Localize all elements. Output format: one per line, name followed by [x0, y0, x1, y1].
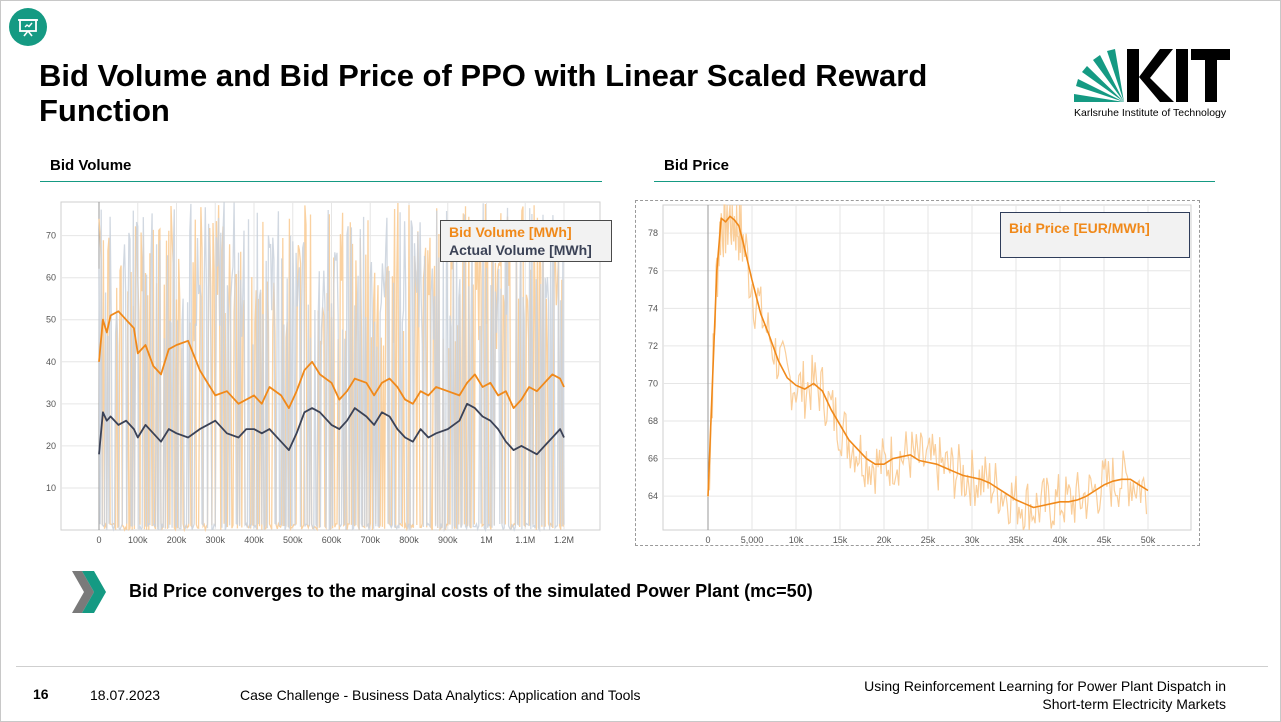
x-tick-label: 500k [283, 535, 303, 545]
x-tick-label: 1M [480, 535, 493, 545]
footer-course: Case Challenge - Business Data Analytics… [240, 687, 641, 703]
raw-trace-1 [98, 202, 565, 533]
kit-subtitle: Karlsruhe Institute of Technology [1074, 107, 1227, 119]
y-tick-label: 10 [46, 483, 56, 493]
x-tick-label: 100k [128, 535, 148, 545]
x-tick-label: 900k [438, 535, 458, 545]
x-tick-label: 40k [1053, 535, 1068, 545]
key-takeaway-text: Bid Price converges to the marginal cost… [129, 581, 813, 601]
legend-entry-bid-volume: Bid Volume [MWh] [449, 224, 572, 240]
x-tick-label: 45k [1097, 535, 1112, 545]
legend-entry-bid-price: Bid Price [EUR/MWh] [1009, 220, 1150, 236]
y-tick-label: 66 [648, 454, 658, 464]
y-tick-label: 50 [46, 315, 56, 325]
bid-price-legend: Bid Price [EUR/MWh] [1000, 212, 1190, 258]
bid-price-plot: 64 66 68 70 72 74 76 78 0 5,000 10k 15k 20k 25k 30k 35k… [648, 204, 1192, 545]
legend-entry-actual-volume: Actual Volume [MWh] [449, 242, 592, 258]
x-tick-label: 200k [167, 535, 187, 545]
slide-title: Bid Volume and Bid Price of PPO with Lin… [39, 58, 928, 128]
x-tick-label: 1.2M [554, 535, 574, 545]
footer-talk-title: Using Reinforcement Learning for Power P… [796, 677, 1226, 713]
x-tick-label: 30k [965, 535, 980, 545]
x-tick-label: 25k [921, 535, 936, 545]
x-tick-label: 700k [360, 535, 380, 545]
x-tick-label: 20k [877, 535, 892, 545]
bid-price-chart: 64 66 68 70 72 74 76 78 0 5,000 10k 15k 20k 25k 30k 35k… [635, 200, 1200, 546]
chevron-double-icon [72, 568, 108, 616]
x-tick-label: 0 [705, 535, 710, 545]
x-tick-label: 5,000 [741, 535, 764, 545]
y-tick-label: 72 [648, 341, 658, 351]
footer-date: 18.07.2023 [90, 687, 161, 703]
x-tick-label: 600k [322, 535, 342, 545]
series-line-0 [98, 310, 565, 409]
series-line-0 [707, 215, 1149, 509]
y-tick-label: 74 [648, 303, 658, 313]
kit-logo [1072, 45, 1232, 120]
presentation-icon[interactable] [9, 8, 47, 46]
x-tick-label: 1.1M [515, 535, 535, 545]
section-divider-left [40, 181, 602, 182]
x-tick-label: 15k [833, 535, 848, 545]
section-divider-right [654, 181, 1215, 182]
y-tick-label: 30 [46, 399, 56, 409]
footer-talk-line-1: Using Reinforcement Learning for Power P… [864, 678, 1226, 694]
page-number: 16 [33, 686, 49, 702]
y-tick-label: 40 [46, 357, 56, 367]
series-line-1 [98, 402, 565, 456]
y-tick-label: 60 [46, 273, 56, 283]
raw-trace-0 [707, 204, 1148, 531]
x-tick-label: 50k [1141, 535, 1156, 545]
x-tick-label: 0 [96, 535, 101, 545]
y-tick-label: 76 [648, 266, 658, 276]
y-tick-label: 70 [46, 231, 56, 241]
section-label-bid-volume: Bid Volume [50, 157, 132, 174]
bid-volume-legend: Bid Volume [MWh] Actual Volume [MWh] [440, 220, 612, 262]
x-tick-label: 35k [1009, 535, 1024, 545]
footer-talk-line-2: Short-term Electricity Markets [1042, 696, 1226, 712]
x-tick-label: 800k [399, 535, 419, 545]
y-tick-label: 64 [648, 491, 658, 501]
y-tick-label: 78 [648, 228, 658, 238]
x-tick-label: 400k [244, 535, 264, 545]
section-label-bid-price: Bid Price [664, 157, 730, 174]
footer-divider [16, 666, 1268, 667]
y-tick-label: 68 [648, 416, 658, 426]
x-tick-label: 300k [205, 535, 225, 545]
y-tick-label: 20 [46, 441, 56, 451]
x-tick-label: 10k [789, 535, 804, 545]
y-tick-label: 70 [648, 378, 658, 388]
